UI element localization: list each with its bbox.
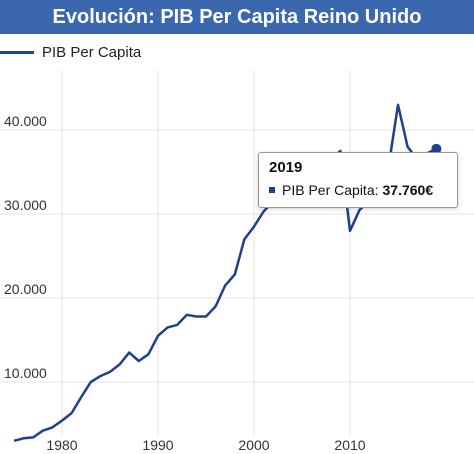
highlighted-point-marker[interactable] <box>431 143 442 154</box>
data-tooltip: 2019 PIB Per Capita: 37.760€ <box>258 152 458 208</box>
x-tick-label: 2010 <box>334 437 365 453</box>
axis-ticks: 10.000 20.000 30.000 40.000 1980 1990 2000 2010 <box>4 113 366 453</box>
y-tick-label: 30.000 <box>4 197 47 213</box>
tooltip-series-marker <box>269 187 275 193</box>
gridlines <box>0 70 474 436</box>
legend-line-swatch <box>0 50 34 54</box>
x-tick-label: 2000 <box>238 437 269 453</box>
x-tick-label: 1980 <box>46 437 77 453</box>
chart-title: Evolución: PIB Per Capita Reino Unido <box>0 0 474 34</box>
y-tick-label: 10.000 <box>4 365 47 381</box>
y-tick-label: 40.000 <box>4 113 47 129</box>
tooltip-label: PIB Per Capita: <box>282 182 379 198</box>
tooltip-value: 37.760€ <box>382 182 434 198</box>
legend-label: PIB Per Capita <box>42 43 142 61</box>
y-tick-label: 20.000 <box>4 281 47 297</box>
tooltip-year: 2019 <box>269 159 303 176</box>
legend[interactable]: PIB Per Capita <box>0 42 141 62</box>
x-tick-label: 1990 <box>142 437 173 453</box>
tooltip-row: PIB Per Capita: 37.760€ <box>269 182 447 198</box>
